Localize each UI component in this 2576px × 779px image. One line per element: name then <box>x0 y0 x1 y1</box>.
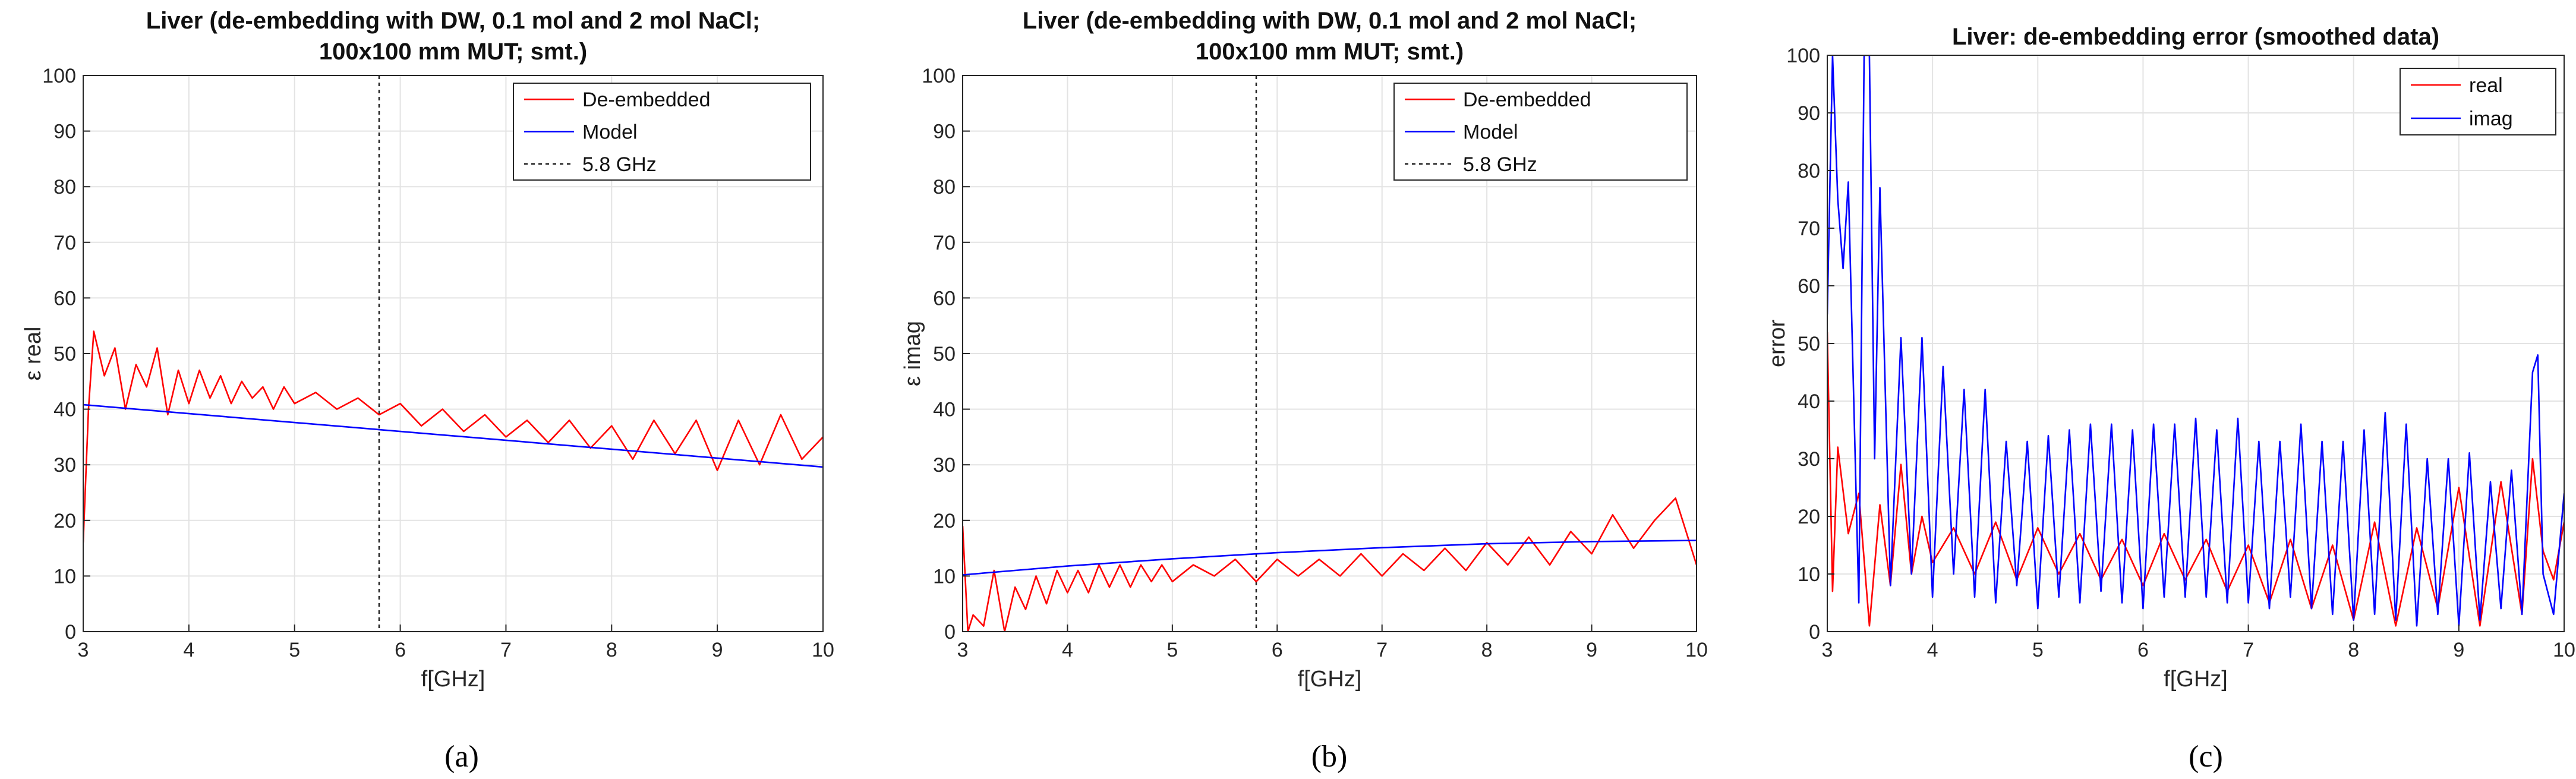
y-tick-label: 0 <box>944 621 956 644</box>
chart-c: 3 4 5 6 7 8 9 100102030405060708090100f[GHz]err… <box>1765 24 2575 774</box>
x-tick-label: 3 <box>957 639 969 661</box>
x-tick-label: 3 <box>1822 639 1833 661</box>
legend-label: 5.8 GHz <box>1463 153 1537 176</box>
y-tick-label: 10 <box>53 565 76 588</box>
legend-box <box>2400 68 2556 135</box>
y-tick-label: 30 <box>933 454 956 477</box>
series-line-model <box>963 540 1697 576</box>
y-tick-label: 60 <box>933 287 956 310</box>
series-line-model <box>83 403 823 468</box>
y-tick-label: 70 <box>53 232 76 254</box>
series-line-de-embedded <box>963 497 1697 632</box>
x-tick-label: 10 <box>2553 639 2575 661</box>
y-tick-label: 100 <box>42 65 76 87</box>
y-axis-label: ε imag <box>900 321 925 386</box>
x-tick-label: 8 <box>1481 639 1493 661</box>
x-axis-label: f[GHz] <box>2164 667 2228 692</box>
x-tick-label: 5 <box>1166 639 1178 661</box>
x-tick-label: 5 <box>2032 639 2044 661</box>
y-tick-label: 100 <box>1786 45 1820 67</box>
x-axis-label: f[GHz] <box>1298 667 1362 692</box>
y-tick-label: 100 <box>922 65 956 87</box>
y-tick-label: 20 <box>53 510 76 532</box>
legend-label: De-embedded <box>582 89 710 111</box>
y-tick-label: 0 <box>65 621 76 644</box>
y-tick-label: 80 <box>53 176 76 198</box>
x-tick-label: 8 <box>606 639 617 661</box>
chart-title: Liver: de-embedding error (smoothed data… <box>1952 24 2439 50</box>
y-tick-label: 20 <box>933 510 956 532</box>
y-axis-label: error <box>1765 320 1790 368</box>
y-tick-label: 10 <box>1798 563 1820 586</box>
panel-caption: (c) <box>2189 740 2223 774</box>
chart-title: 100x100 mm MUT; smt.) <box>1196 39 1464 65</box>
y-tick-label: 10 <box>933 565 956 588</box>
y-tick-label: 80 <box>933 176 956 198</box>
y-tick-label: 30 <box>53 454 76 477</box>
x-tick-label: 10 <box>812 639 834 661</box>
y-tick-label: 60 <box>53 287 76 310</box>
x-tick-label: 10 <box>1685 639 1708 661</box>
y-tick-label: 30 <box>1798 448 1820 471</box>
legend: De-embedded Model 5.8 GHz <box>1393 83 1688 181</box>
x-tick-label: 6 <box>2137 639 2149 661</box>
x-tick-label: 7 <box>1376 639 1388 661</box>
y-tick-label: 90 <box>53 121 76 143</box>
panel-caption: (a) <box>444 740 479 774</box>
y-tick-label: 70 <box>1798 217 1820 240</box>
x-tick-label: 9 <box>712 639 723 661</box>
x-tick-label: 7 <box>500 639 512 661</box>
y-tick-label: 40 <box>53 399 76 421</box>
panel-caption: (b) <box>1311 740 1348 774</box>
legend-label: 5.8 GHz <box>582 153 657 176</box>
legend-label: De-embedded <box>1463 89 1591 111</box>
y-tick-label: 50 <box>933 343 956 365</box>
chart-title: Liver (de-embedding with DW, 0.1 mol and… <box>146 8 760 34</box>
x-tick-label: 9 <box>2453 639 2464 661</box>
chart-title: Liver (de-embedding with DW, 0.1 mol and… <box>1023 8 1637 34</box>
legend-label: Model <box>1463 121 1518 144</box>
series-line-de-embedded <box>83 330 823 543</box>
x-tick-label: 9 <box>1586 639 1597 661</box>
x-tick-label: 6 <box>395 639 406 661</box>
y-tick-label: 70 <box>933 232 956 254</box>
x-tick-label: 4 <box>1927 639 1938 661</box>
y-tick-label: 20 <box>1798 506 1820 528</box>
chart-title: 100x100 mm MUT; smt.) <box>319 39 587 65</box>
y-axis-label: ε real <box>21 327 46 381</box>
y-tick-label: 80 <box>1798 160 1820 182</box>
y-tick-label: 0 <box>1809 621 1820 644</box>
legend-label: Model <box>582 121 638 144</box>
y-tick-label: 50 <box>53 343 76 365</box>
y-tick-label: 90 <box>933 121 956 143</box>
y-tick-label: 60 <box>1798 275 1820 298</box>
x-axis-label: f[GHz] <box>421 667 485 692</box>
y-tick-label: 90 <box>1798 102 1820 125</box>
legend: real imag <box>2400 68 2556 135</box>
x-tick-label: 3 <box>78 639 89 661</box>
x-tick-label: 5 <box>289 639 300 661</box>
x-tick-label: 4 <box>183 639 194 661</box>
x-tick-label: 4 <box>1062 639 1073 661</box>
series-line-real <box>1827 332 2564 627</box>
x-tick-label: 7 <box>2243 639 2254 661</box>
y-tick-label: 40 <box>933 399 956 421</box>
y-tick-label: 50 <box>1798 333 1820 355</box>
series-line-imag <box>1827 55 2564 627</box>
legend-label: real <box>2469 74 2503 97</box>
x-tick-label: 8 <box>2348 639 2359 661</box>
y-tick-label: 40 <box>1798 390 1820 413</box>
legend-label: imag <box>2469 108 2513 130</box>
legend: De-embedded Model 5.8 GHz <box>513 83 811 181</box>
x-tick-label: 6 <box>1272 639 1283 661</box>
